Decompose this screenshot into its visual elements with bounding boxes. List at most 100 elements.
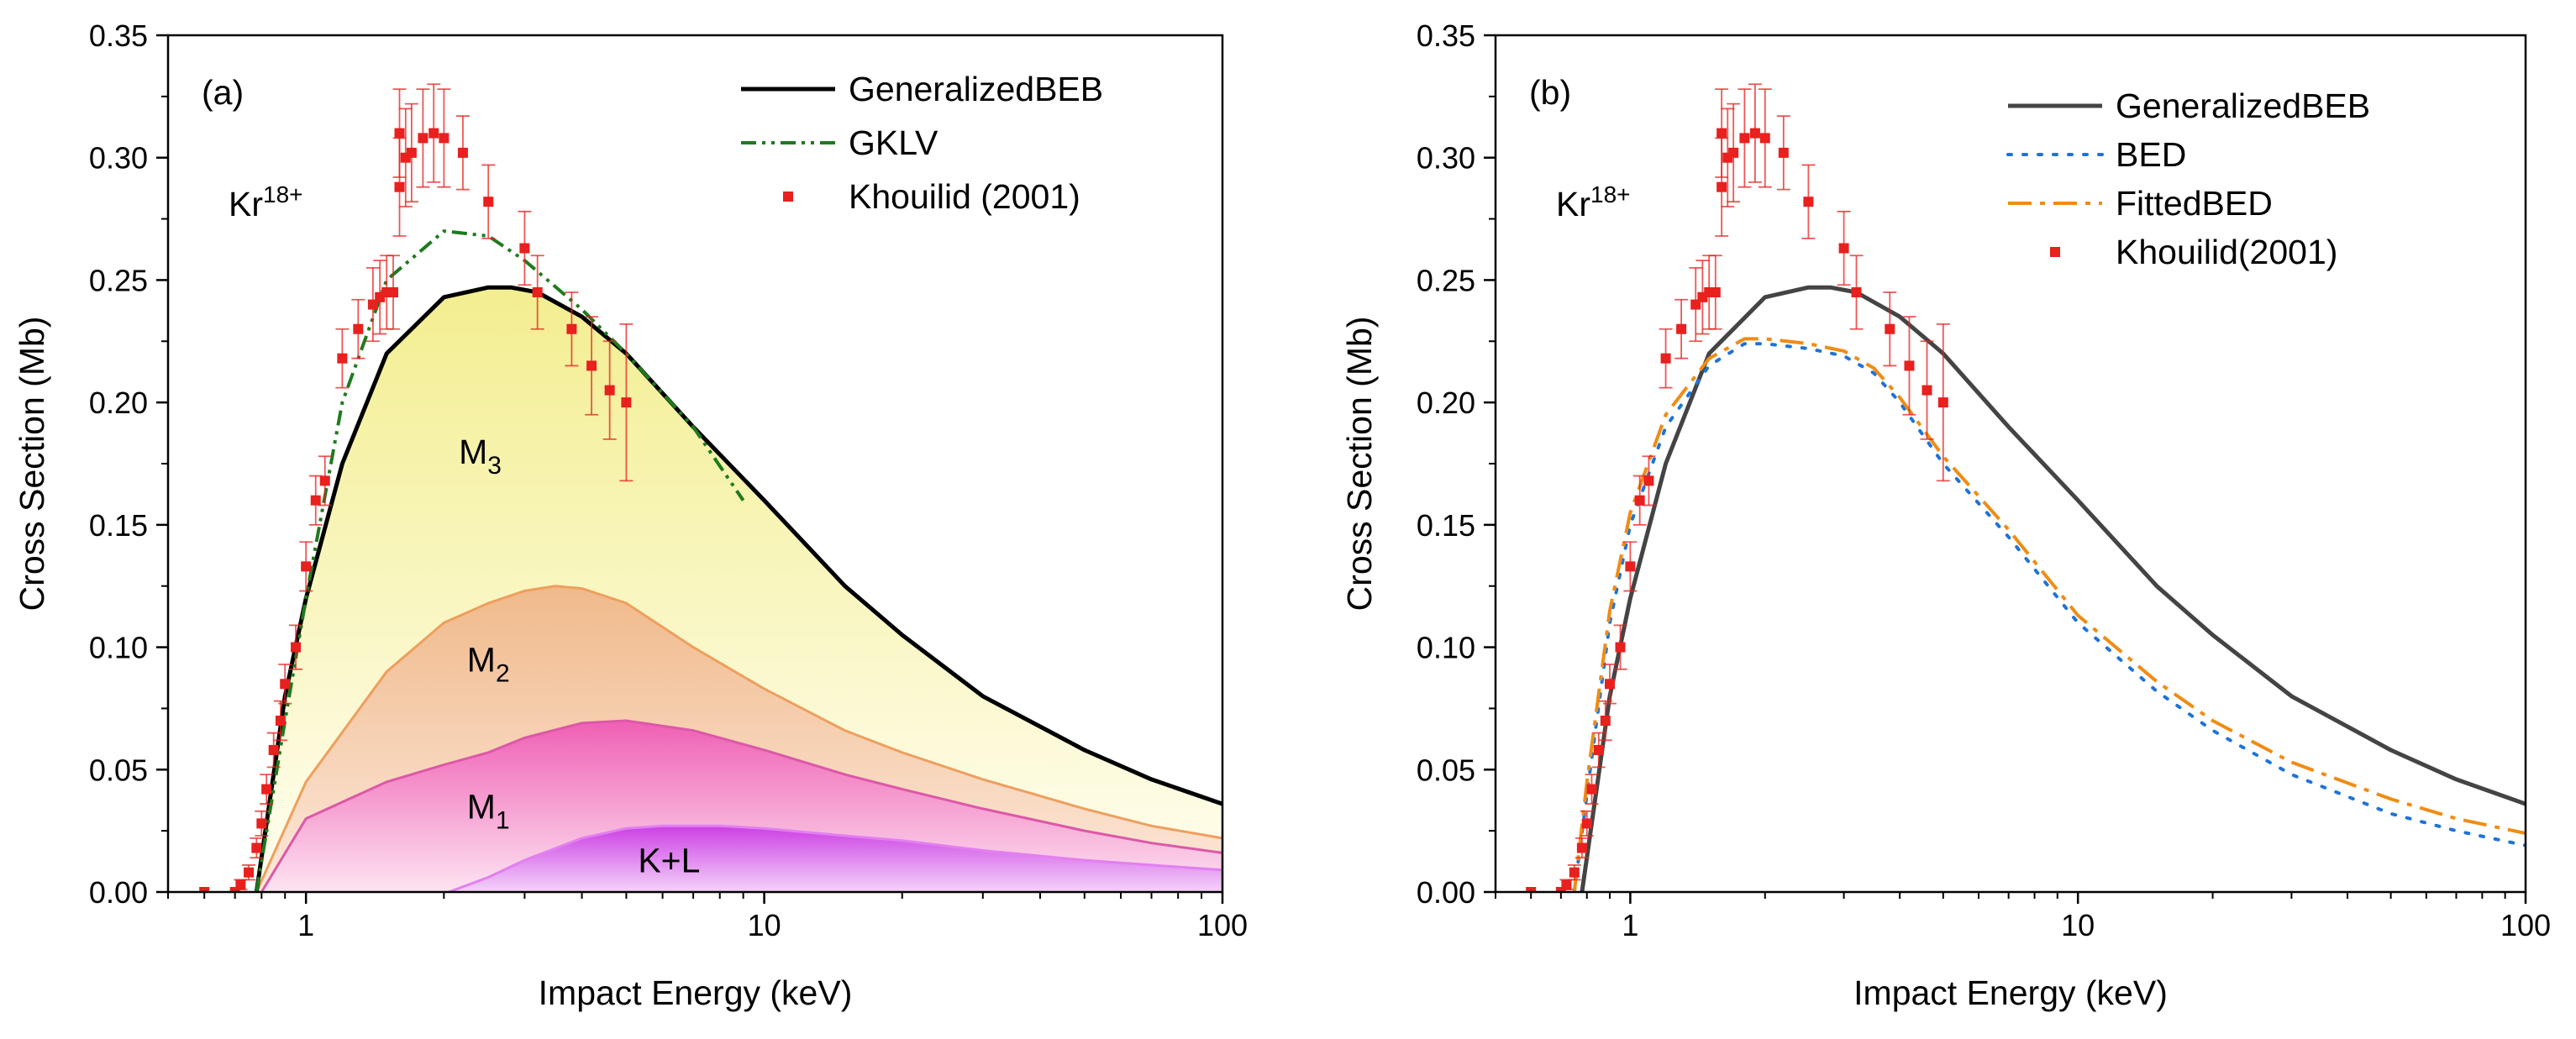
data-point [337,353,348,364]
y-tick-label: 0.10 [89,631,148,665]
data-point [1586,784,1597,795]
data-point [1749,128,1760,139]
y-tick-label: 0.05 [1417,753,1475,787]
data-point [319,475,330,486]
legend-label-generalizedbeb: GeneralizedBEB [849,70,1103,108]
data-point [1710,287,1721,297]
data-point [428,128,439,139]
data-point [1921,385,1932,396]
x-tick-label: 1 [297,908,314,942]
data-point [275,716,286,726]
data-point [353,323,364,334]
component-label-m2: M2 [467,641,510,688]
ion-label: Kr18+ [1556,181,1631,223]
data-point [586,360,597,371]
panel-b: 0.00 0.05 0.10 0.15 0.20 0.25 0.30 0.35 1 10 100 Im… [1340,18,2551,1012]
series-bed-line [1572,342,2526,892]
data-point [1634,495,1645,506]
data-point [244,867,255,878]
data-point [1716,181,1727,192]
x-tick-label: 100 [1197,908,1248,942]
data-point [1600,716,1611,726]
x-tick-label: 100 [2500,908,2551,942]
component-m2-line [255,585,1222,892]
data-point [1581,818,1592,829]
data-point [199,887,210,892]
data-point [1739,133,1750,144]
x-axis-label: Impact Energy (keV) [1853,973,2168,1012]
data-point [310,495,321,506]
series-fittedbed-line [1572,337,2526,892]
component-kl-area [449,826,1222,892]
data-point [1615,642,1626,653]
data-point [280,679,291,690]
legend-marker-khouilid-2001 [2050,247,2060,257]
data-point [261,784,272,795]
panel-label: (a) [202,73,244,112]
legend-label-fittedbed: FittedBED [2116,184,2273,223]
data-point [1643,475,1654,486]
data-point [604,385,615,396]
data-point [566,323,577,334]
y-tick-label: 0.20 [1417,386,1475,420]
data-point [418,133,428,144]
legend-label-bed: BED [2116,135,2186,174]
legend-label-khouilid-2001: Khouilid(2001) [2116,233,2337,271]
legend-label-gklv: GKLV [849,123,938,162]
data-point [621,397,632,408]
data-point [1904,360,1915,371]
x-tick-label: 10 [2061,908,2095,942]
data-point [251,842,262,853]
y-tick-label: 0.35 [89,18,148,53]
legend: GeneralizedBEB GKLV Khouilid (2001) [741,70,1103,216]
x-tick-label: 10 [748,908,781,942]
data-point [1851,287,1862,297]
data-point [1569,867,1580,878]
plot-area [199,83,1222,892]
y-tick-label: 0.30 [1417,141,1475,176]
series-generalizedbeb-line [1580,285,2526,892]
data-point [532,287,543,297]
series-gklv-line [255,229,745,892]
series-generalizedbeb-line [254,285,1222,892]
data-point [235,879,246,890]
y-axis-label: Cross Section (Mb) [1340,317,1379,611]
data-point [1885,323,1895,334]
x-tick-label: 1 [1622,908,1638,942]
data-point [1660,353,1671,364]
panel-label: (b) [1529,73,1571,112]
data-point [1728,147,1739,158]
y-tick-label: 0.00 [1417,875,1475,910]
y-tick-label: 0.00 [89,875,148,910]
data-point [1593,744,1604,755]
y-tick-label: 0.35 [1417,18,1475,53]
data-point [457,147,468,158]
data-point [394,128,405,139]
data-point [439,133,449,144]
data-point [1561,879,1572,890]
panel-a: M3 M2 M1 K+L 0.00 0.05 0.10 0.15 0.20 0.25 0.30 0.3… [13,18,1248,1012]
data-point [268,744,279,755]
x-axis-label: Impact Energy (keV) [539,973,853,1012]
component-m1-line [260,719,1222,892]
data-point [1838,243,1849,254]
data-point [1526,887,1537,892]
data-point [519,243,530,254]
data-point [1676,323,1687,334]
y-tick-label: 0.25 [89,263,148,297]
data-point [1778,147,1789,158]
data-point [1576,842,1587,853]
data-point [1716,128,1727,139]
series-khouilid-2001 [1526,83,1950,892]
y-tick-label: 0.10 [1417,631,1475,665]
data-point [1625,561,1636,572]
component-label-kl: K+L [638,842,700,880]
y-axis-label: Cross Section (Mb) [13,317,51,611]
component-kl-line [448,824,1222,892]
legend-label-generalizedbeb: GeneralizedBEB [2116,87,2370,125]
y-tick-label: 0.15 [89,508,148,543]
y-tick-label: 0.25 [1417,263,1475,297]
data-point [256,818,267,829]
data-point [1759,133,1770,144]
